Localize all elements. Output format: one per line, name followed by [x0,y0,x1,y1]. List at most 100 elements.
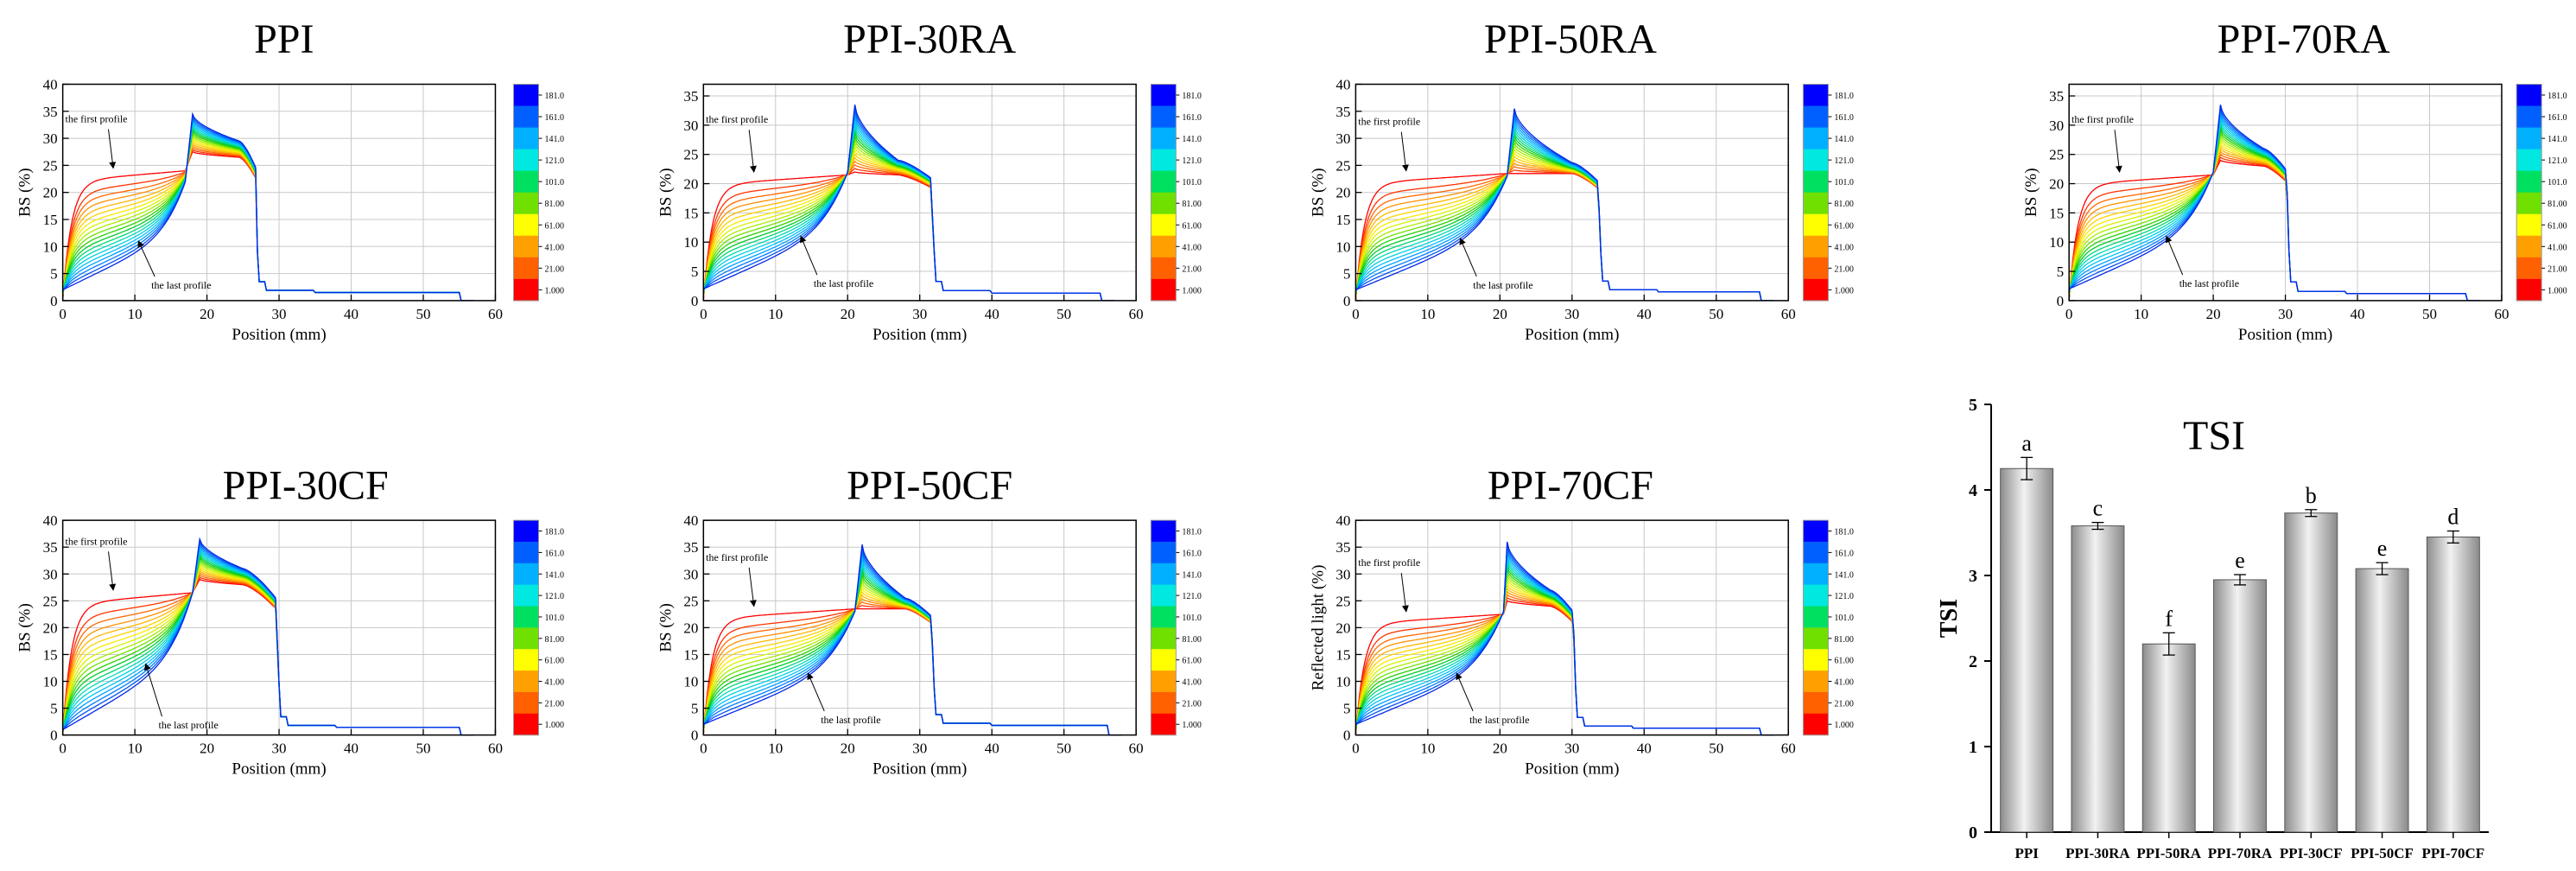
colorbar-segment [513,606,539,628]
x-tick-label: 20 [1493,741,1507,757]
x-tick-label: 20 [841,306,855,322]
colorbar-segment [513,278,539,302]
colorbar-tick-label: 81.00 [1182,200,1202,209]
profile-line [1355,596,1774,736]
y-tick-label: 20 [1336,185,1350,201]
x-axis-label: Position (mm) [2238,326,2332,344]
y-tick-label: 0 [1969,823,1977,842]
y-tick-label: 15 [683,205,698,221]
profile-line [702,547,1122,736]
colorbar-segment [513,192,539,215]
y-axis-label: Reflected light (%) [1309,565,1327,691]
colorbar-frame [1150,83,1177,302]
colorbar-segment [1151,149,1177,172]
profile-line [2068,153,2480,302]
colorbar-tick-label: 141.0 [1834,570,1854,580]
x-tick-label: 10 [2134,306,2148,322]
colorbar-tick-label: 161.0 [1834,549,1854,558]
colorbar-frame [1802,519,1829,736]
annotation-last: the last profile [1473,279,1532,291]
chart-title: PPI-30CF [223,462,389,508]
colorbar-tick-label: 141.0 [1182,135,1202,144]
y-tick-label: 20 [683,620,698,636]
colorbar-tick-label: 1.000 [1834,721,1854,730]
colorbar-frame [1150,519,1177,736]
colorbar-segment [1151,192,1177,215]
colorbar-tick-label: 1.000 [544,286,564,296]
colorbar-tick-label: 41.00 [1834,678,1854,688]
annotation-first: the first profile [66,113,128,125]
profile-line [61,132,474,302]
colorbar-tick-label: 21.00 [544,264,564,274]
profile-line [1355,125,1774,302]
annotation-arrow-last [800,235,818,276]
x-tick-label: 20 [200,306,214,322]
x-tick-label: 20 [2206,306,2221,322]
colorbar-tick-label: 181.0 [1834,92,1854,101]
chart-title: PPI [254,16,314,62]
x-tick-label: 60 [1781,741,1796,757]
annotation-first: the first profile [66,535,128,547]
y-tick-label: 10 [683,674,698,690]
profile-line [703,105,1115,302]
x-tick-label: 30 [1564,306,1579,322]
profile-line [1355,566,1774,736]
x-axis-label: Position (mm) [232,326,326,344]
y-tick-label: 15 [1336,212,1350,228]
profile-line [1355,590,1774,736]
profile-line [2068,113,2480,302]
profile-line [61,147,474,302]
colorbar-segment [513,170,539,194]
y-tick-label: 25 [2049,147,2064,163]
profile-line [1355,574,1774,736]
colorbar-tick-label: 61.00 [1834,657,1854,666]
x-tick-label: 20 [841,741,855,757]
y-tick-label: 35 [43,104,58,120]
colorbar-tick-label: 41.00 [544,243,564,252]
profile-line [62,113,474,302]
y-tick-label: 40 [1336,76,1350,92]
colorbar-segment [513,649,539,671]
colorbar-segment [1803,713,1829,736]
profile-line [62,111,474,302]
x-axis-label: Position (mm) [1525,760,1619,779]
colorbar-tick-label: 81.00 [544,635,564,645]
colorbar-segment [1151,713,1177,736]
significance-letter: c [2093,496,2103,521]
y-tick-label: 25 [683,147,698,163]
profile-line [1355,115,1774,302]
profile-line [2068,122,2480,302]
annotation-first: the first profile [1358,556,1420,569]
annotation-arrow-last [2165,235,2184,276]
colorbar-segment [513,257,539,280]
colorbar-segment [1151,584,1177,607]
panel-5: PPI-50CF 0 5 10 15 20 25 30 35 40 0 10 20 30 40 50 60 Pos… [657,462,1202,778]
colorbar-tick-label: 61.00 [2547,221,2567,231]
colorbar-tick-label: 181.0 [1182,92,1202,101]
x-axis-label: Position (mm) [872,326,967,344]
x-tick-label: 0 [1352,741,1360,757]
colorbar-segment [513,671,539,693]
annotation-arrow-last [1459,237,1477,277]
colorbar-tick-label: 41.00 [1834,243,1854,252]
profile-line [702,569,1122,736]
profile-line [702,122,1115,302]
annotation-last: the last profile [2179,277,2239,289]
annotation-last: the last profile [158,719,218,731]
y-tick-label: 10 [683,234,698,251]
x-tick-label: PPI [2014,845,2039,861]
y-tick-label: 20 [43,185,58,201]
y-axis-label: BS (%) [16,603,35,652]
colorbar-tick-label: 21.00 [544,699,564,709]
y-tick-label: 20 [683,176,698,193]
colorbar-segment [2516,257,2542,280]
x-tick-label: 10 [768,741,783,757]
x-tick-label: 0 [700,306,707,322]
y-tick-label: 15 [683,646,698,663]
panel-3: PPI-70RA 0 5 10 15 20 25 30 35 0 10 20 30 40 50 60 Posit… [2022,16,2567,344]
x-tick-label: 0 [59,741,67,757]
x-tick-label: 40 [2351,306,2365,322]
profile-line [702,561,1122,736]
colorbar-segment [513,541,539,564]
colorbar-segment [513,84,539,107]
